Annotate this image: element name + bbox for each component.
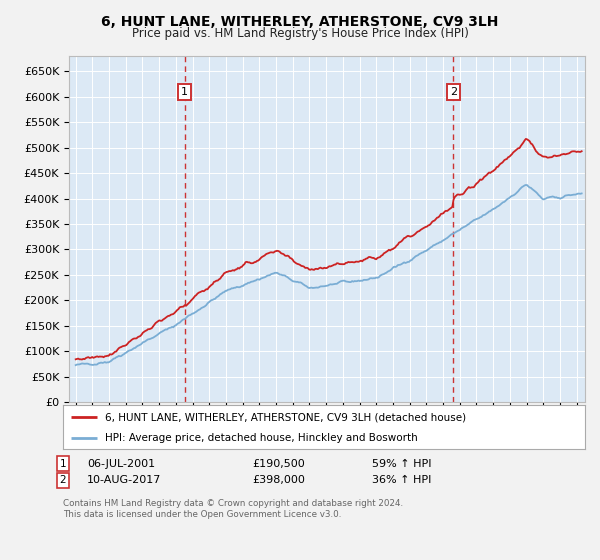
Text: Contains HM Land Registry data © Crown copyright and database right 2024.: Contains HM Land Registry data © Crown c… [63, 500, 403, 508]
Text: 1: 1 [181, 87, 188, 97]
Text: 59% ↑ HPI: 59% ↑ HPI [372, 459, 431, 469]
Text: 1: 1 [59, 459, 67, 469]
Text: 2: 2 [59, 475, 67, 486]
Text: 6, HUNT LANE, WITHERLEY, ATHERSTONE, CV9 3LH: 6, HUNT LANE, WITHERLEY, ATHERSTONE, CV9… [101, 15, 499, 29]
Text: 2: 2 [449, 87, 457, 97]
Text: 10-AUG-2017: 10-AUG-2017 [87, 475, 161, 486]
Text: £398,000: £398,000 [252, 475, 305, 486]
Text: 36% ↑ HPI: 36% ↑ HPI [372, 475, 431, 486]
Text: This data is licensed under the Open Government Licence v3.0.: This data is licensed under the Open Gov… [63, 510, 341, 519]
Text: HPI: Average price, detached house, Hinckley and Bosworth: HPI: Average price, detached house, Hinc… [105, 433, 418, 443]
Text: 06-JUL-2001: 06-JUL-2001 [87, 459, 155, 469]
Text: £190,500: £190,500 [252, 459, 305, 469]
Text: Price paid vs. HM Land Registry's House Price Index (HPI): Price paid vs. HM Land Registry's House … [131, 27, 469, 40]
Text: 6, HUNT LANE, WITHERLEY, ATHERSTONE, CV9 3LH (detached house): 6, HUNT LANE, WITHERLEY, ATHERSTONE, CV9… [105, 412, 466, 422]
